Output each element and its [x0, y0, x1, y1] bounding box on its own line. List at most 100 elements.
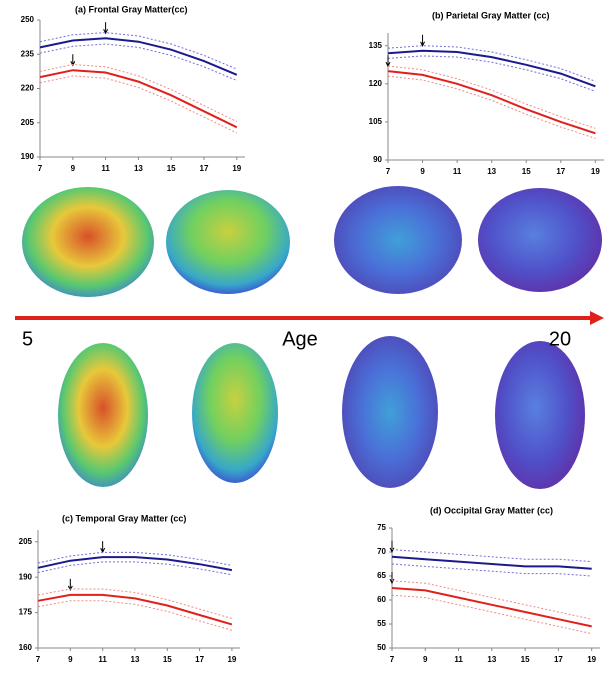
brain-lateral — [478, 188, 602, 292]
confidence-line — [39, 43, 237, 81]
confidence-line — [37, 561, 232, 576]
y-tick-label: 160 — [19, 643, 33, 652]
y-tick-label: 65 — [377, 571, 386, 580]
x-tick-label: 17 — [200, 164, 209, 173]
confidence-line — [391, 594, 592, 635]
trajectory-line — [391, 587, 592, 628]
brain-images — [22, 186, 602, 489]
trajectory-line — [39, 69, 238, 129]
x-tick-label: 19 — [587, 655, 596, 664]
x-tick-label: 13 — [131, 655, 140, 664]
x-tick-label: 11 — [454, 655, 463, 664]
y-tick-label: 175 — [19, 608, 33, 617]
x-tick-label: 13 — [134, 164, 143, 173]
trajectory-line — [391, 555, 592, 570]
x-tick-label: 15 — [521, 655, 530, 664]
y-tick-label: 135 — [369, 41, 383, 50]
x-tick-label: 11 — [453, 167, 462, 176]
y-tick-label: 120 — [369, 79, 383, 88]
y-tick-label: 220 — [21, 84, 35, 93]
confidence-line — [391, 563, 592, 577]
trajectory-line — [37, 593, 233, 626]
peak-arrow — [70, 54, 76, 67]
brain-top — [192, 343, 278, 483]
trajectory-line — [39, 37, 238, 76]
x-tick-label: 19 — [232, 164, 241, 173]
x-tick-label: 15 — [522, 167, 531, 176]
chart: (b) Parietal Gray Matter (cc) 90 105 120 135… — [369, 10, 604, 176]
peak-arrow — [67, 578, 73, 592]
confidence-line — [387, 75, 596, 139]
brain-top — [495, 341, 585, 489]
confidence-line — [39, 75, 238, 134]
chart: (d) Occipital Gray Matter (cc) 50 55 60 65 70… — [377, 505, 600, 664]
x-tick-label: 19 — [591, 167, 600, 176]
x-tick-label: 15 — [167, 164, 176, 173]
x-tick-label: 7 — [38, 164, 43, 173]
y-tick-label: 55 — [377, 619, 386, 628]
brain-lateral — [22, 187, 154, 297]
brain-top — [342, 336, 438, 488]
peak-arrow — [389, 572, 395, 585]
x-tick-label: 13 — [487, 167, 496, 176]
chart-title: (b) Parietal Gray Matter (cc) — [432, 10, 550, 20]
confidence-line — [387, 65, 596, 129]
age-end: 20 — [549, 328, 571, 350]
confidence-line — [387, 55, 596, 92]
peak-arrow — [100, 541, 106, 554]
x-tick-label: 9 — [71, 164, 76, 173]
brain-top — [58, 343, 148, 487]
chart: (a) Frontal Gray Matter(cc) 190 205 220 235 2… — [21, 4, 245, 173]
x-tick-label: 9 — [423, 655, 428, 664]
x-tick-label: 11 — [98, 655, 107, 664]
x-tick-label: 7 — [386, 167, 391, 176]
x-tick-label: 17 — [554, 655, 563, 664]
chart: (c) Temporal Gray Matter (cc) 160 175 190 20… — [19, 513, 240, 664]
confidence-line — [391, 549, 592, 563]
confidence-line — [37, 588, 233, 619]
y-tick-label: 50 — [377, 643, 386, 652]
x-tick-label: 9 — [420, 167, 425, 176]
y-tick-label: 205 — [21, 118, 35, 127]
x-tick-label: 15 — [163, 655, 172, 664]
y-tick-label: 190 — [21, 152, 35, 161]
peak-arrow — [385, 55, 391, 68]
confidence-line — [391, 580, 592, 620]
chart-title: (a) Frontal Gray Matter(cc) — [75, 4, 188, 14]
y-tick-label: 235 — [21, 49, 35, 58]
peak-arrow — [389, 540, 395, 553]
trajectory-line — [37, 556, 233, 572]
brain-lateral — [166, 190, 290, 294]
y-tick-label: 60 — [377, 595, 386, 604]
brain-lateral — [334, 186, 462, 294]
y-tick-label: 75 — [377, 523, 386, 532]
y-tick-label: 250 — [21, 15, 35, 24]
y-tick-label: 190 — [19, 572, 33, 581]
trajectory-line — [387, 70, 596, 135]
peak-arrow — [103, 22, 109, 35]
confidence-line — [39, 32, 237, 70]
confidence-line — [37, 551, 232, 566]
chart-title: (d) Occipital Gray Matter (cc) — [430, 505, 553, 515]
x-tick-label: 7 — [36, 655, 41, 664]
trajectory-line — [387, 49, 596, 88]
x-tick-label: 7 — [390, 655, 395, 664]
x-tick-label: 11 — [101, 164, 110, 173]
x-tick-label: 13 — [487, 655, 496, 664]
age-start: 5 — [22, 328, 33, 350]
y-tick-label: 70 — [377, 547, 386, 556]
confidence-line — [39, 63, 238, 123]
confidence-line — [37, 600, 233, 631]
age-arrow-head — [590, 311, 604, 325]
age-label: Age — [282, 328, 318, 350]
peak-arrow — [420, 34, 426, 47]
y-tick-label: 105 — [369, 117, 383, 126]
x-tick-label: 9 — [68, 655, 73, 664]
confidence-line — [387, 45, 596, 82]
y-tick-label: 205 — [19, 537, 33, 546]
x-tick-label: 17 — [556, 167, 565, 176]
x-tick-label: 17 — [195, 655, 204, 664]
x-tick-label: 19 — [227, 655, 236, 664]
chart-title: (c) Temporal Gray Matter (cc) — [62, 513, 186, 523]
